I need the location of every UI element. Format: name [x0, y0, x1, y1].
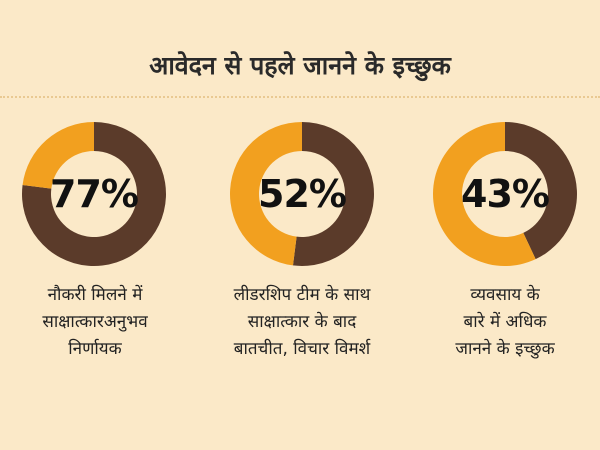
donut-2-remainder-slice [229, 122, 302, 266]
donut-1-svg [21, 122, 167, 266]
donut-charts: 77% 52% 43% [0, 120, 600, 290]
donut-2-value-slice [292, 122, 374, 266]
caption-1: नौकरी मिलने में साक्षात्कारअनुभव निर्णाय… [0, 282, 190, 363]
caption-1-line-1: नौकरी मिलने में [47, 285, 143, 305]
caption-2-line-3: बातचीत, विचार विमर्श [233, 339, 371, 359]
caption-1-line-2: साक्षात्कारअनुभव [42, 312, 148, 332]
caption-2-line-2: साक्षात्कार के बाद [247, 312, 357, 332]
title-divider [0, 96, 600, 98]
donut-2-svg [229, 122, 374, 266]
donut-chart-3: 43% [431, 120, 579, 268]
caption-1-line-3: निर्णायक [68, 339, 122, 359]
donut-2-percentage: 52% [258, 172, 347, 216]
caption-2: लीडरशिप टीम के साथ साक्षात्कार के बाद बा… [207, 282, 397, 363]
donut-1-percentage: 77% [50, 172, 139, 216]
donut-3-percentage: 43% [461, 172, 550, 216]
donut-chart-2: 52% [228, 120, 376, 268]
donut-chart-1: 77% [20, 120, 168, 268]
donut-1-value-slice [21, 122, 167, 266]
caption-3-line-1: व्यवसाय के [470, 285, 540, 305]
page-title: आवेदन से पहले जानने के इच्छुक [149, 51, 451, 80]
donut-3-value-slice [505, 122, 577, 260]
donut-3-remainder-slice [433, 122, 536, 266]
donut-3-svg [433, 122, 577, 266]
caption-3: व्यवसाय के बारे में अधिक जानने के इच्छुक [410, 282, 600, 363]
caption-2-line-1: लीडरशिप टीम के साथ [233, 285, 371, 305]
caption-3-line-2: बारे में अधिक [463, 312, 547, 332]
caption-3-line-3: जानने के इच्छुक [455, 339, 555, 359]
donut-1-remainder-slice [22, 122, 94, 189]
